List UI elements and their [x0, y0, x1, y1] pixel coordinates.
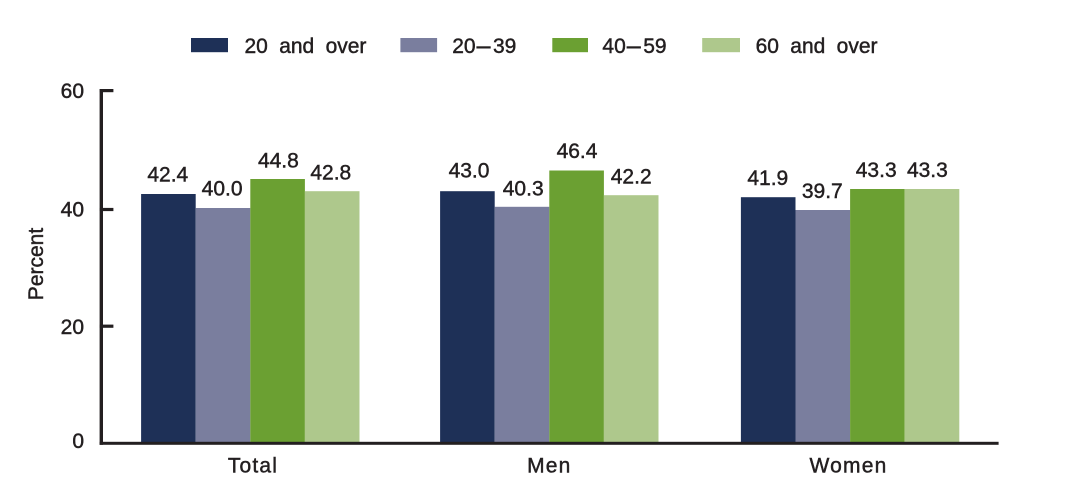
- svg-text:20 and over: 20 and over: [245, 35, 367, 58]
- svg-text:Total: Total: [228, 455, 278, 478]
- svg-text:Men: Men: [527, 455, 571, 478]
- svg-text:60 and over: 60 and over: [756, 35, 878, 58]
- svg-text:40.0: 40.0: [202, 177, 243, 200]
- svg-text:60: 60: [61, 80, 84, 103]
- svg-text:Percent: Percent: [25, 228, 48, 301]
- svg-text:41.9: 41.9: [747, 167, 788, 190]
- svg-text:39.7: 39.7: [802, 180, 843, 203]
- svg-text:40.3: 40.3: [503, 177, 544, 200]
- svg-text:59: 59: [643, 35, 666, 58]
- svg-text:44.8: 44.8: [258, 149, 299, 172]
- svg-text:20: 20: [452, 35, 475, 58]
- svg-text:40: 40: [602, 35, 625, 58]
- svg-text:42.4: 42.4: [147, 164, 188, 187]
- svg-text:42.8: 42.8: [310, 161, 351, 184]
- svg-text:0: 0: [72, 430, 84, 453]
- svg-text:43.0: 43.0: [449, 160, 490, 183]
- svg-text:46.4: 46.4: [557, 140, 598, 163]
- svg-text:20: 20: [61, 316, 84, 339]
- svg-text:43.3: 43.3: [907, 159, 948, 182]
- svg-text:Women: Women: [810, 455, 888, 478]
- svg-text:42.2: 42.2: [611, 165, 652, 188]
- svg-text:40: 40: [61, 198, 84, 221]
- svg-text:43.3: 43.3: [856, 159, 897, 182]
- svg-text:39: 39: [493, 35, 516, 58]
